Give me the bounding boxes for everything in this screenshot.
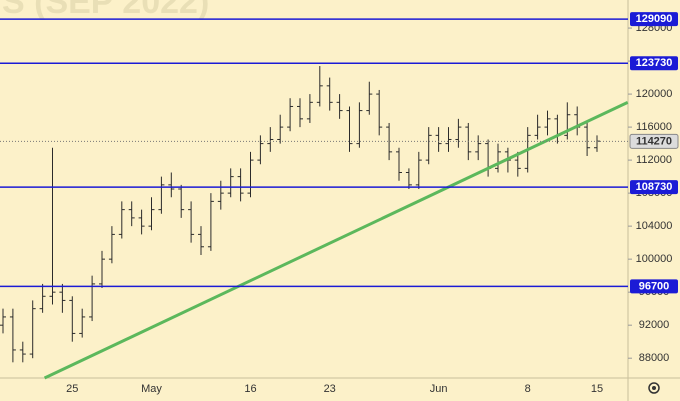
x-tick-label: Jun (430, 383, 448, 395)
level-box (630, 12, 678, 27)
y-tick-label: 88000 (639, 352, 670, 364)
x-tick-label: May (141, 383, 162, 395)
level-label: 129090 (636, 13, 673, 25)
y-tick-label: 120000 (636, 88, 673, 100)
level-box (630, 180, 678, 195)
x-tick-label: 23 (324, 383, 336, 395)
level-box (630, 56, 678, 71)
watermark: S (SEP 2022) (2, 0, 209, 21)
x-tick-label: 25 (66, 383, 78, 395)
level-box (630, 279, 678, 294)
last-price-box (629, 133, 679, 149)
settings-icon[interactable] (648, 382, 660, 394)
level-label: 108730 (636, 181, 673, 193)
y-tick-label: 100000 (636, 253, 673, 265)
x-tick-label: 8 (525, 383, 531, 395)
x-tick-label: 16 (244, 383, 256, 395)
trendline (43, 100, 629, 380)
y-tick-label: 104000 (636, 220, 673, 232)
last-price-label: 114270 (636, 135, 672, 147)
level-label: 123730 (636, 57, 673, 69)
y-tick-label: 112000 (636, 154, 672, 166)
x-tick-label: 15 (591, 383, 603, 395)
level-label: 96700 (639, 280, 670, 292)
y-tick-label: 92000 (639, 319, 670, 331)
y-tick-label: 116000 (636, 121, 672, 133)
y-tick-label: 128000 (636, 22, 673, 34)
